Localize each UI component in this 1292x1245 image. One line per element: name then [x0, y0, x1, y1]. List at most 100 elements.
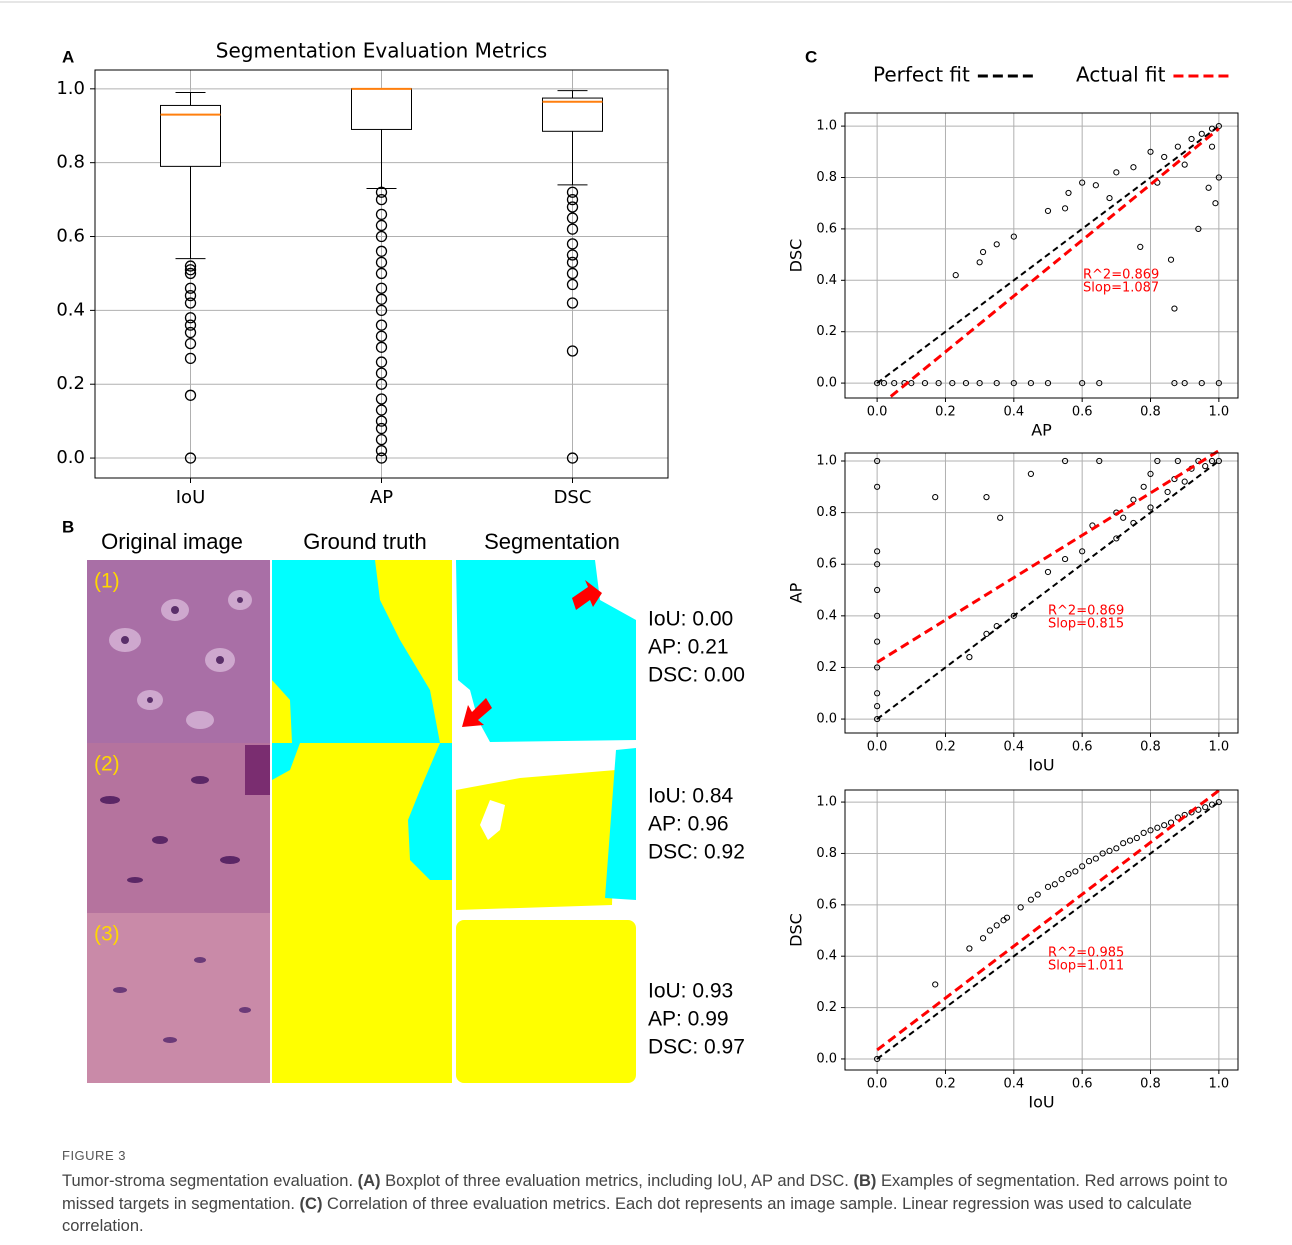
box [352, 89, 412, 130]
plot-frame [845, 113, 1238, 398]
point [953, 273, 958, 278]
point [1172, 306, 1177, 311]
point [1141, 830, 1146, 835]
annotation: Slop=0.815 [1048, 617, 1124, 632]
caption-label: FIGURE 3 [62, 1148, 1277, 1163]
y-tick-label: 1.0 [816, 119, 837, 134]
point [1168, 257, 1173, 262]
panel-label: C [805, 47, 817, 66]
row-label: (3) [94, 923, 120, 946]
point [1018, 905, 1023, 910]
annotation: Slop=1.087 [1083, 281, 1159, 296]
point [984, 495, 989, 500]
point [967, 946, 972, 951]
point [1045, 884, 1050, 889]
x-axis-label: IoU [1028, 756, 1054, 775]
point [1045, 208, 1050, 213]
metric-text: IoU: 0.93 [648, 980, 733, 1003]
y-tick-label: 0.0 [816, 376, 837, 391]
y-tick-label: 0.6 [816, 897, 837, 912]
point [1182, 162, 1187, 167]
point [994, 242, 999, 247]
segmentation-3 [456, 920, 636, 1083]
point [977, 260, 982, 265]
annotation: Slop=1.011 [1048, 959, 1124, 974]
point [1066, 871, 1071, 876]
caption-text: Tumor-stroma segmentation evaluation. (A… [62, 1170, 1277, 1238]
y-axis-label: DSC [787, 239, 806, 273]
y-tick-label: 0.0 [816, 712, 837, 727]
x-tick-label: AP [370, 487, 393, 508]
point [1114, 846, 1119, 851]
y-tick-label: 0.4 [56, 299, 85, 320]
point [933, 982, 938, 987]
point [994, 923, 999, 928]
segmentation-2 [456, 770, 616, 910]
point [1131, 165, 1136, 170]
point [1028, 471, 1033, 476]
point [1107, 195, 1112, 200]
legend-label: Perfect fit [873, 63, 970, 87]
y-tick-label: 0.4 [816, 949, 837, 964]
point [1062, 556, 1067, 561]
point [987, 928, 992, 933]
y-tick-label: 0.6 [816, 221, 837, 236]
point [1107, 848, 1112, 853]
panel-label: B [62, 517, 74, 536]
panel-label: A [62, 47, 74, 66]
fit-line [877, 791, 1219, 1050]
y-tick-label: 0.4 [816, 273, 837, 288]
row-label: (2) [94, 753, 120, 776]
x-tick-label: 1.0 [1209, 1077, 1230, 1092]
point [1059, 877, 1064, 882]
point [1213, 201, 1218, 206]
y-axis-label: DSC [787, 913, 806, 947]
fit-line [891, 129, 1219, 397]
metric-text: IoU: 0.00 [648, 608, 733, 631]
point [1134, 835, 1139, 840]
panel-b-images [87, 560, 636, 1083]
point [1028, 897, 1033, 902]
x-axis-label: IoU [1028, 1093, 1054, 1112]
point [1052, 882, 1057, 887]
page: {"chart_data": [ {"type": "box", "panel_… [0, 0, 1292, 1245]
point [1066, 190, 1071, 195]
fit-line [877, 802, 1219, 1059]
caption-part: (A) [358, 1172, 381, 1190]
column-header: Original image [101, 529, 243, 554]
point [1062, 206, 1067, 211]
point [1209, 144, 1214, 149]
y-tick-label: 0.6 [816, 557, 837, 572]
metric-text: AP: 0.99 [648, 1008, 729, 1031]
point [1155, 825, 1160, 830]
chart-title: Segmentation Evaluation Metrics [216, 39, 547, 63]
y-tick-label: 1.0 [56, 78, 85, 99]
point [1131, 497, 1136, 502]
fit-line [877, 461, 1219, 719]
y-tick-label: 0.0 [56, 447, 85, 468]
y-tick-label: 0.6 [56, 226, 85, 247]
metric-text: DSC: 0.00 [648, 664, 745, 687]
column-header: Ground truth [303, 529, 427, 554]
y-tick-label: 1.0 [816, 454, 837, 469]
x-tick-label: 0.2 [935, 1077, 956, 1092]
x-tick-label: 0.2 [935, 740, 956, 755]
y-tick-label: 0.0 [816, 1051, 837, 1066]
x-tick-label: 0.6 [1072, 1077, 1093, 1092]
y-tick-label: 0.2 [816, 324, 837, 339]
x-axis-label: AP [1031, 421, 1052, 440]
point [1127, 838, 1132, 843]
point [1121, 515, 1126, 520]
point [1162, 154, 1167, 159]
point [1035, 892, 1040, 897]
ground-truth-3 [272, 913, 452, 1083]
point [998, 515, 1003, 520]
column-header: Segmentation [484, 529, 620, 554]
point [1203, 464, 1208, 469]
point [980, 249, 985, 254]
x-tick-label: 0.8 [1140, 740, 1161, 755]
point [1138, 244, 1143, 249]
y-tick-label: 0.8 [816, 846, 837, 861]
y-tick-label: 0.8 [56, 152, 85, 173]
point [1093, 856, 1098, 861]
